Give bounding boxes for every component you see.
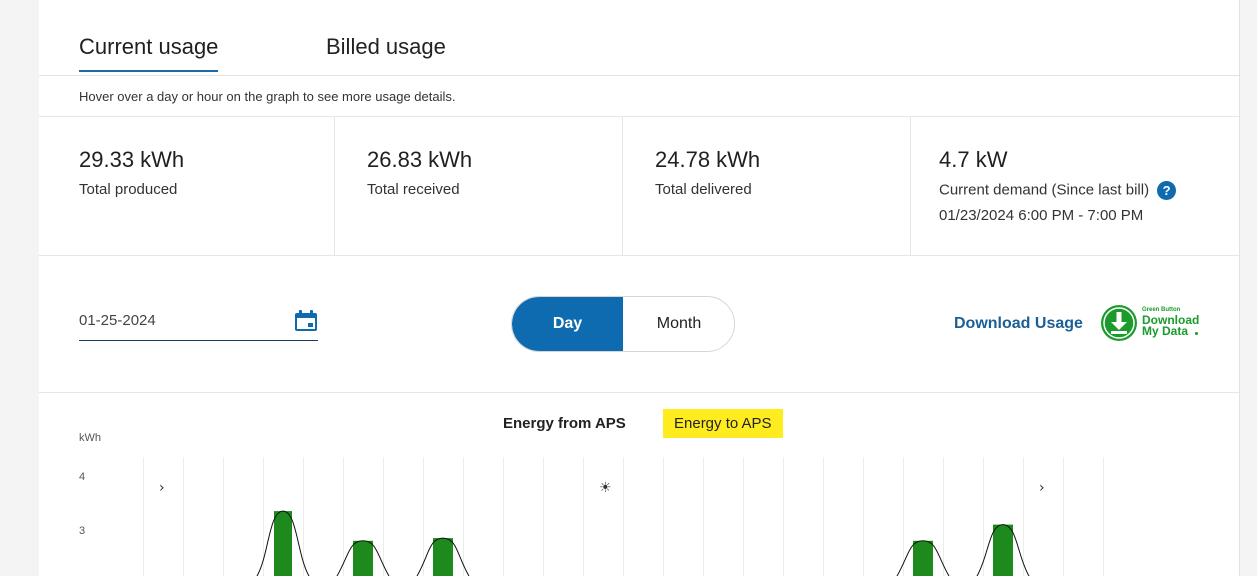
bar-5 — [353, 540, 373, 576]
usage-chart-svg: kWh 4 3 › ☀ › — [79, 432, 1104, 576]
stat-label-text: Current demand (Since last bill) — [939, 181, 1150, 199]
green-button-dot — [1195, 332, 1198, 335]
date-input[interactable] — [79, 312, 279, 329]
stat-label: Total received — [367, 181, 460, 198]
date-picker — [79, 306, 318, 341]
calendar-icon[interactable] — [294, 310, 318, 332]
usage-tabs: Current usage Billed usage — [39, 0, 1239, 76]
stat-current-demand: 4.7 kW Current demand (Since last bill)?… — [911, 117, 1239, 256]
stat-label: Current demand (Since last bill)? — [939, 181, 1177, 200]
bar-7 — [433, 538, 453, 576]
download-usage-link[interactable]: Download Usage — [954, 315, 1083, 332]
trend-curve-7 — [416, 537, 470, 576]
tab-current-usage[interactable]: Current usage — [79, 34, 219, 72]
usage-summary: 29.33 kWh Total produced 26.83 kWh Total… — [39, 116, 1239, 256]
stat-label: Total delivered — [655, 181, 752, 198]
stat-value: 26.83 kWh — [367, 147, 473, 172]
bar-21 — [993, 524, 1013, 576]
tab-billed-usage[interactable]: Billed usage — [326, 34, 446, 59]
y-axis-label: kWh — [79, 432, 101, 444]
green-button-title: Download My Data — [1142, 313, 1200, 338]
stat-value: 24.78 kWh — [655, 147, 761, 172]
green-button-line2: My Data — [1142, 324, 1189, 338]
y-tick-label: 4 — [79, 471, 85, 483]
usage-chart: Energy from APS Energy to APS kWh 4 3 › ☀ › — [39, 393, 1239, 576]
green-button-line1: Download — [1142, 313, 1200, 327]
trend-curve-5 — [336, 540, 390, 576]
usage-panel: Current usage Billed usage Hover over a … — [39, 0, 1239, 576]
bar-19 — [913, 540, 933, 576]
stat-total-produced: 29.33 kWh Total produced — [39, 117, 335, 256]
usage-controls: Day Month Download Usage Green Button Do… — [39, 256, 1239, 393]
trend-curve-3 — [256, 510, 310, 576]
period-toggle: Day Month — [511, 296, 735, 352]
stat-value: 4.7 kW — [939, 147, 1008, 172]
bar-3 — [274, 511, 292, 576]
stat-label: Total produced — [79, 181, 178, 198]
trend-curve-21 — [976, 524, 1030, 576]
hover-hint: Hover over a day or hour on the graph to… — [79, 89, 456, 104]
month-option[interactable]: Month — [656, 315, 702, 332]
question-circle-icon[interactable]: ? — [1157, 181, 1177, 200]
green-button-download[interactable]: Green Button Download My Data — [1100, 302, 1206, 344]
legend-energy-from-aps[interactable]: Energy from APS — [503, 415, 626, 432]
stat-value: 29.33 kWh — [79, 147, 185, 172]
stat-demand-period: 01/23/2024 6:00 PM - 7:00 PM — [939, 207, 1144, 224]
sun-icon: ☀ — [599, 480, 612, 496]
moon-icon: › — [1039, 480, 1045, 496]
y-tick-label: 3 — [79, 525, 85, 537]
stat-total-delivered: 24.78 kWh Total delivered — [623, 117, 911, 256]
download-arrow-icon — [1101, 305, 1137, 341]
day-option[interactable]: Day — [512, 297, 623, 351]
page-scroll-rail[interactable] — [1239, 0, 1257, 576]
moon-icon: › — [159, 480, 165, 496]
trend-curve-19 — [896, 540, 950, 576]
stat-total-received: 26.83 kWh Total received — [335, 117, 623, 256]
legend-energy-to-aps[interactable]: Energy to APS — [663, 409, 783, 438]
green-button-caption: Green Button — [1142, 307, 1181, 313]
